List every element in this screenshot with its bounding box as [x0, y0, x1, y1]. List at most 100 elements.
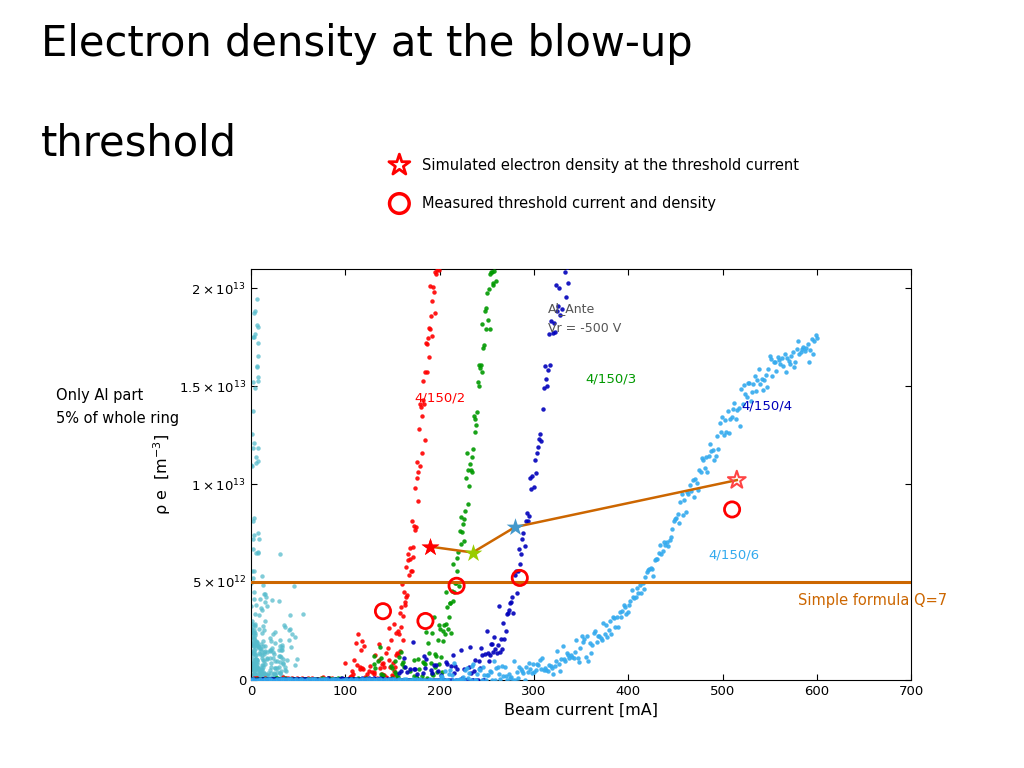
Point [613, 243, 630, 256]
Point [746, 243, 763, 256]
Point [400, 674, 417, 686]
Point [460, 672, 476, 684]
Point [527, 664, 544, 677]
Point [504, 591, 520, 603]
Point [477, 648, 494, 660]
Point [557, 243, 573, 256]
Point [457, 664, 473, 676]
Point [640, 564, 656, 577]
Point [249, 654, 265, 666]
Point [254, 570, 270, 582]
Point [302, 674, 318, 686]
Point [253, 674, 269, 686]
Point [483, 243, 500, 256]
Point [394, 611, 411, 623]
Point [694, 243, 711, 256]
Point [435, 674, 452, 686]
Point [414, 447, 430, 459]
Point [451, 674, 467, 686]
Point [463, 465, 479, 477]
Point [742, 243, 759, 256]
Point [251, 623, 267, 635]
Point [616, 243, 633, 256]
Point [413, 674, 429, 686]
Point [571, 245, 588, 257]
Point [750, 374, 766, 386]
Point [372, 661, 388, 674]
Point [246, 655, 262, 667]
Point [727, 243, 743, 256]
Point [625, 243, 641, 256]
Point [246, 644, 262, 656]
Point [567, 243, 584, 256]
Point [490, 600, 507, 612]
Point [426, 611, 442, 623]
Point [252, 674, 268, 686]
Point [515, 243, 531, 256]
Point [423, 657, 439, 669]
Point [281, 674, 297, 686]
Point [560, 243, 577, 256]
Point [560, 649, 577, 661]
Point [248, 547, 264, 559]
Point [785, 243, 802, 256]
Point [666, 243, 682, 256]
Point [289, 673, 305, 685]
Point [355, 673, 372, 685]
Point [268, 673, 285, 685]
Point [384, 662, 400, 674]
Point [497, 660, 513, 673]
Point [565, 243, 582, 256]
Point [634, 577, 650, 589]
Point [541, 328, 557, 340]
Point [272, 673, 289, 685]
Point [332, 673, 348, 685]
Point [343, 670, 359, 683]
Point [266, 672, 283, 684]
Point [246, 437, 262, 449]
Point [594, 634, 610, 647]
Point [501, 604, 517, 616]
Point [245, 674, 261, 686]
Point [418, 653, 434, 665]
Point [336, 673, 352, 685]
Point [504, 243, 520, 256]
Point [532, 663, 549, 675]
Point [578, 650, 594, 663]
Point [486, 631, 503, 644]
Point [656, 536, 673, 548]
Point [483, 243, 500, 256]
Point [398, 666, 415, 678]
Point [482, 267, 499, 280]
Point [489, 243, 506, 256]
Point [406, 551, 422, 563]
Point [447, 674, 464, 686]
Point [284, 628, 300, 641]
Point [519, 243, 536, 256]
Point [403, 674, 420, 686]
Point [788, 243, 805, 256]
Point [792, 243, 808, 256]
Point [245, 533, 261, 545]
Point [519, 666, 536, 678]
Point [572, 243, 589, 256]
Point [537, 243, 553, 256]
Point [603, 243, 620, 256]
Point [623, 243, 639, 256]
Point [524, 243, 541, 256]
Point [618, 243, 635, 256]
Point [514, 243, 530, 256]
Point [548, 655, 564, 667]
Point [422, 664, 438, 676]
Point [266, 673, 283, 685]
Point [300, 674, 316, 686]
Point [508, 243, 524, 256]
Point [808, 243, 824, 256]
Point [254, 604, 270, 617]
Point [245, 647, 261, 659]
Point [628, 243, 644, 256]
Point [243, 601, 259, 613]
Point [270, 650, 287, 662]
Point [482, 667, 499, 679]
Point [535, 652, 551, 664]
